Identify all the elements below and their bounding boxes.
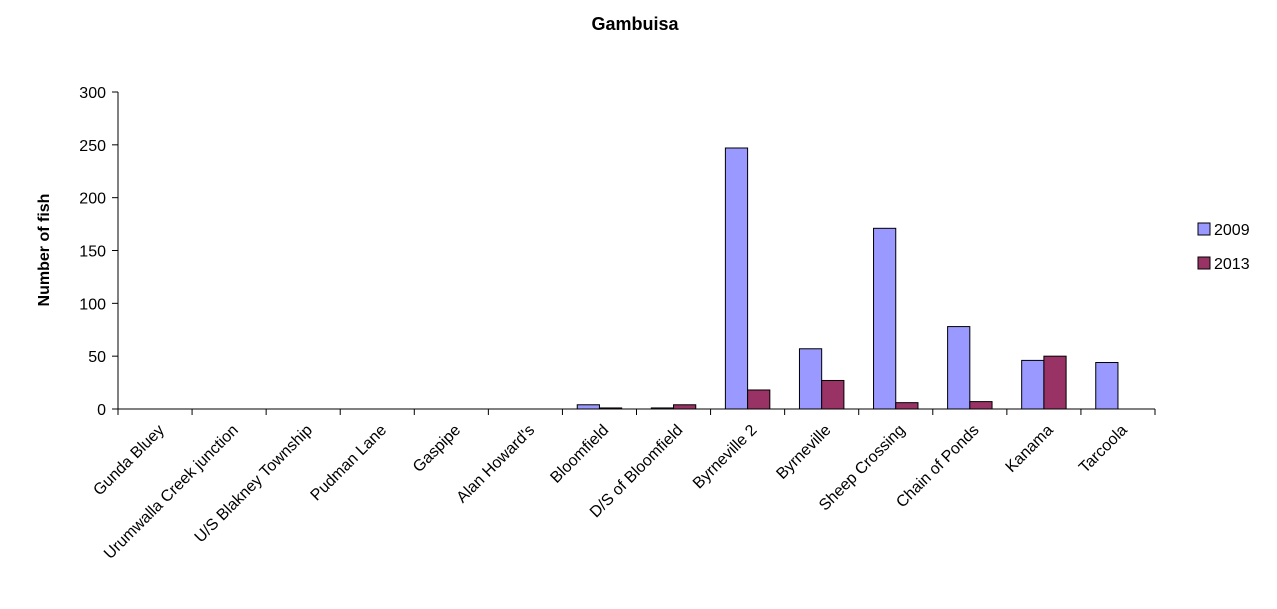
bar-2009 [650, 407, 675, 410]
y-tick-label: 300 [79, 85, 106, 102]
y-tick-label: 200 [79, 191, 106, 208]
bar-2009 [798, 348, 823, 410]
x-tick-label: Gunda Bluey [90, 422, 167, 499]
y-tick-label: 50 [88, 349, 106, 366]
legend-label: 2009 [1214, 222, 1250, 239]
bar-2009 [947, 326, 971, 410]
x-tick-label: Byrneville [773, 422, 834, 483]
y-tick-label: 250 [79, 138, 106, 155]
legend-label: 2013 [1214, 256, 1250, 273]
axes [117, 92, 1155, 410]
x-tick-label: Kanama [1003, 422, 1057, 476]
bar-2009 [724, 147, 749, 410]
bar-2009 [576, 404, 600, 410]
x-tick-label: Pudman Lane [308, 422, 391, 505]
bar-2013 [747, 389, 771, 410]
y-tick-label: 150 [79, 244, 106, 261]
y-axis-label: Number of fish [36, 194, 53, 307]
bar-2009 [1095, 362, 1119, 410]
x-tick-label: Bloomfield [547, 422, 612, 487]
bar-2009 [1021, 359, 1045, 410]
y-tick-label: 0 [97, 402, 106, 419]
bar-2013 [895, 402, 919, 410]
x-tick-label: Tarcoola [1076, 422, 1131, 477]
y-ticks: 0 50 100 150 200 250 300 [79, 85, 118, 419]
bar-2013 [821, 379, 845, 410]
x-tick-label: Urumwalla Creek junction [101, 422, 242, 563]
x-tick-label: Alan Howard's [454, 422, 539, 507]
legend-swatch [1197, 222, 1211, 236]
bar-2013 [969, 401, 993, 410]
bars [576, 147, 1119, 410]
y-tick-label: 100 [79, 296, 106, 313]
bar-2013 [598, 407, 623, 410]
legend: 2009 2013 [1197, 222, 1250, 273]
x-tick-label: Byrneville 2 [690, 422, 761, 493]
legend-swatch [1197, 256, 1211, 270]
chart-title: Gambuisa [591, 14, 679, 34]
bar-2013 [1043, 355, 1067, 410]
x-tick-label: Gaspipe [410, 422, 464, 476]
bar-2013 [673, 404, 697, 410]
bar-2009 [873, 227, 897, 410]
